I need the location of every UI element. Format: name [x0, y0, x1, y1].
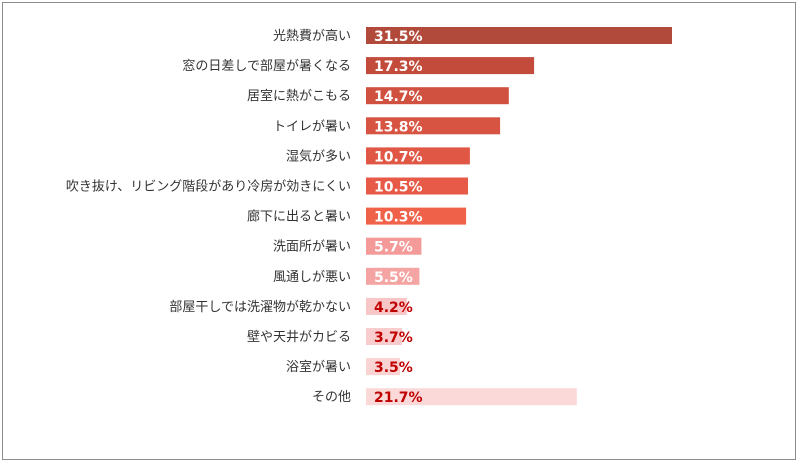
bar — [366, 267, 420, 285]
value-label: 17.3% — [374, 59, 423, 75]
category-label: 居室に熱がこもる — [247, 88, 351, 104]
value-label: 5.7% — [374, 240, 413, 256]
category-label: 湿気が多い — [286, 148, 351, 164]
bar — [366, 297, 407, 315]
bar — [366, 147, 470, 165]
bar — [366, 237, 422, 255]
category-label: トイレが暑い — [273, 119, 351, 134]
value-label: 10.5% — [374, 180, 423, 196]
value-label: 21.7% — [374, 390, 423, 406]
bar — [366, 207, 467, 225]
bar — [366, 328, 402, 345]
value-label: 3.7% — [374, 330, 413, 346]
category-label: 洗面所が暑い — [273, 240, 351, 255]
category-label: その他 — [312, 390, 351, 405]
category-label: 部屋干しでは洗濯物が乾かない — [169, 300, 351, 315]
category-label: 吹き抜け、リビング階段があり冷房が効きにくい — [66, 179, 351, 195]
bar — [366, 87, 509, 105]
value-label: 5.5% — [374, 270, 413, 286]
value-label: 10.3% — [374, 210, 423, 226]
category-label: 壁や天井がカビる — [247, 330, 351, 345]
bar — [366, 27, 672, 44]
category-label: 風通しが悪い — [273, 270, 351, 285]
category-label: 光熱費が高い — [273, 28, 351, 44]
category-label: 窓の日差しで部屋が暑くなる — [182, 58, 351, 74]
bar — [366, 388, 577, 406]
value-label: 13.8% — [374, 119, 423, 135]
bar — [366, 57, 535, 75]
value-label: 4.2% — [374, 300, 413, 316]
bar — [366, 117, 501, 135]
bar — [366, 177, 468, 195]
category-label: 浴室が暑い — [286, 359, 351, 375]
value-label: 10.7% — [374, 149, 423, 165]
bar — [366, 358, 400, 376]
chart-frame — [2, 2, 796, 460]
value-label: 3.5% — [374, 360, 413, 376]
value-label: 31.5% — [374, 29, 423, 45]
category-label: 廊下に出ると暑い — [247, 209, 351, 225]
value-label: 14.7% — [374, 89, 423, 105]
